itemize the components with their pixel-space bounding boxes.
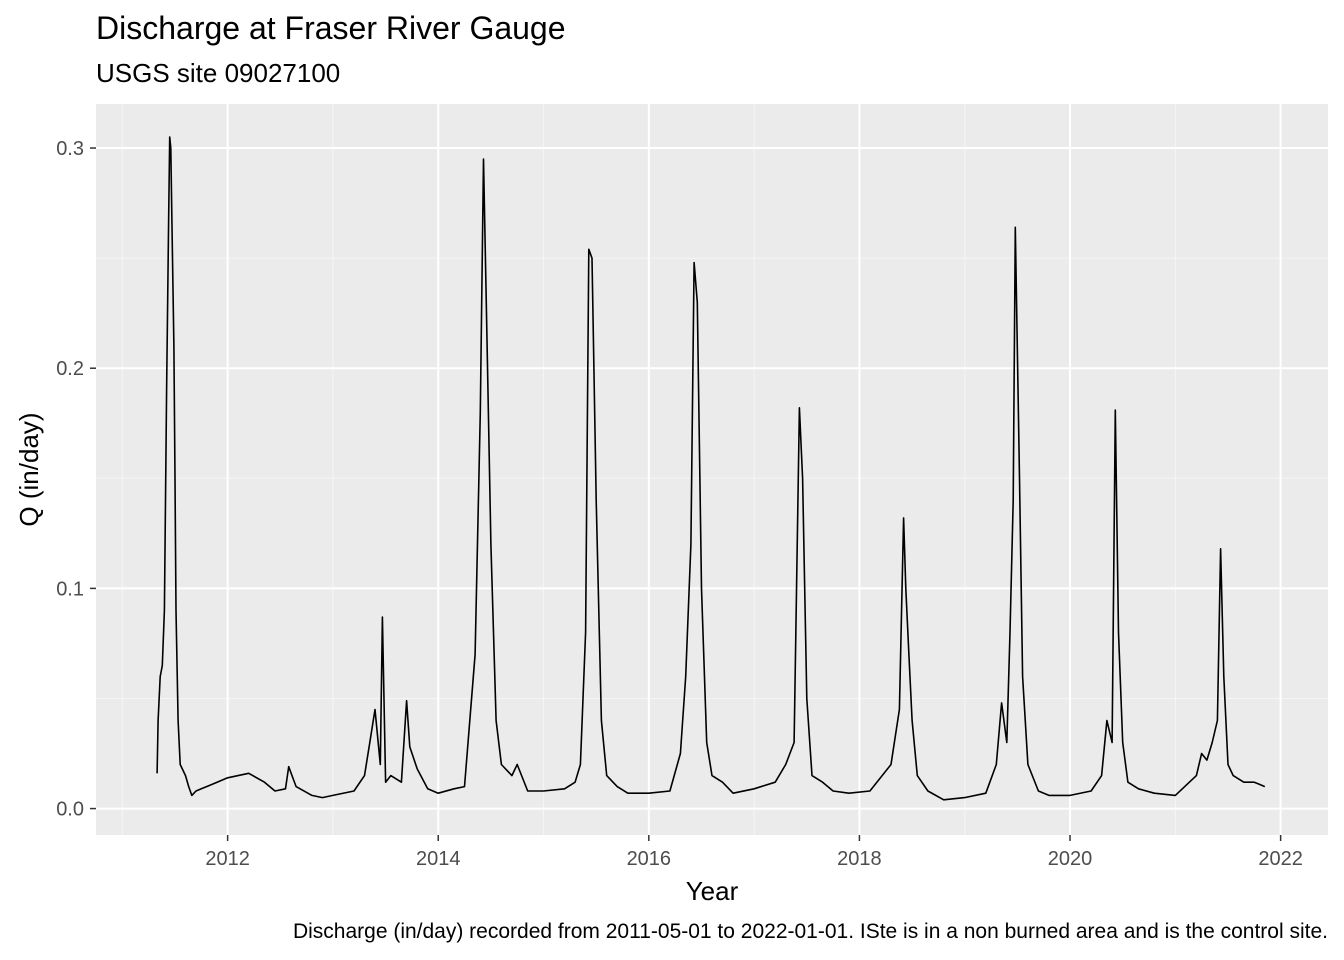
grid-minor (96, 104, 1328, 835)
x-tick-label: 2020 (1048, 848, 1093, 870)
x-tick-label: 2012 (205, 848, 250, 870)
y-tick-label: 0.1 (56, 578, 84, 600)
y-axis-title: Q (in/day) (14, 412, 44, 526)
grid-major (96, 104, 1328, 835)
discharge-series-line (156, 136, 1266, 801)
plot-panel (96, 104, 1328, 835)
y-axis: 0.0 0.1 0.2 0.3 (56, 138, 96, 821)
x-axis-title: Year (686, 876, 739, 906)
y-tick-label: 0.0 (56, 799, 84, 821)
chart-subtitle: USGS site 09027100 (96, 58, 341, 88)
chart-title: Discharge at Fraser River Gauge (96, 10, 566, 46)
y-tick-label: 0.3 (56, 138, 84, 160)
x-tick-label: 2018 (837, 848, 882, 870)
x-tick-label: 2016 (627, 848, 672, 870)
y-tick-label: 0.2 (56, 358, 84, 380)
x-axis: 2012 2014 2016 2018 2020 2022 (205, 835, 1303, 870)
x-tick-label: 2022 (1258, 848, 1303, 870)
x-tick-label: 2014 (416, 848, 461, 870)
chart-caption: Discharge (in/day) recorded from 2011-05… (292, 920, 1328, 943)
